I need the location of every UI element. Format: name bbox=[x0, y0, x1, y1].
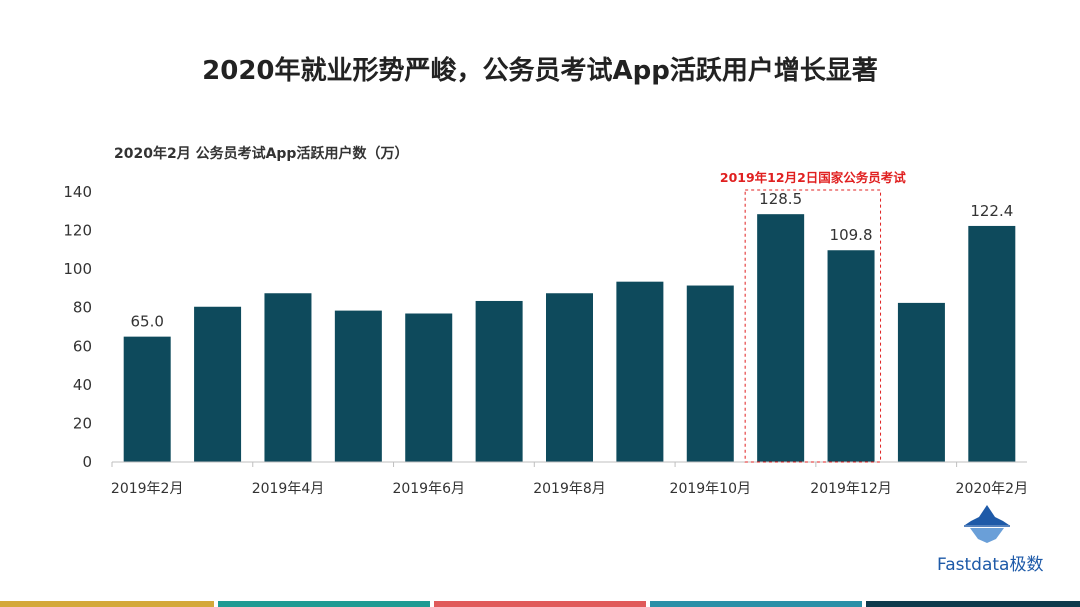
bar bbox=[405, 313, 453, 462]
y-tick-label: 140 bbox=[63, 183, 92, 201]
y-tick-label: 40 bbox=[73, 376, 92, 394]
stripe-3 bbox=[434, 601, 646, 607]
bar bbox=[686, 285, 734, 462]
bar bbox=[827, 250, 875, 462]
y-tick-label: 20 bbox=[73, 414, 92, 432]
bar bbox=[475, 300, 523, 462]
x-tick-label: 2019年2月 bbox=[111, 481, 184, 497]
x-tick-label: 2019年10月 bbox=[670, 481, 751, 497]
y-tick-label: 120 bbox=[63, 222, 92, 240]
x-tick-label: 2019年12月 bbox=[810, 481, 891, 497]
logo-text: Fastdata极数 bbox=[937, 555, 1044, 575]
bar bbox=[616, 281, 664, 462]
x-tick-label: 2019年8月 bbox=[533, 481, 606, 497]
x-tick-label: 2020年2月 bbox=[956, 481, 1029, 497]
iceberg-icon bbox=[964, 505, 1010, 543]
bar bbox=[194, 306, 242, 462]
stripe-5 bbox=[866, 601, 1080, 607]
x-tick-label: 2019年6月 bbox=[392, 481, 465, 497]
stripe-4 bbox=[650, 601, 862, 607]
bar bbox=[123, 336, 171, 462]
annotation-label: 2019年12月2日国家公务员考试 bbox=[720, 170, 906, 185]
data-label: 65.0 bbox=[130, 313, 163, 331]
bar bbox=[264, 293, 312, 462]
bar bbox=[968, 225, 1016, 462]
bar bbox=[757, 214, 805, 462]
y-tick-label: 60 bbox=[73, 337, 92, 355]
bar bbox=[897, 302, 945, 462]
bar bbox=[546, 293, 593, 462]
data-label: 128.5 bbox=[759, 190, 802, 208]
x-tick-label: 2019年4月 bbox=[252, 481, 325, 497]
y-tick-label: 80 bbox=[73, 299, 92, 317]
y-tick-label: 100 bbox=[63, 260, 92, 278]
chart-title: 2020年2月 公务员考试App活跃用户数（万） bbox=[114, 146, 409, 162]
data-label: 109.8 bbox=[830, 226, 873, 244]
fastdata-logo: Fastdata极数 bbox=[930, 503, 1050, 575]
y-tick-label: 0 bbox=[82, 453, 92, 471]
bottom-color-stripes bbox=[0, 601, 1080, 607]
page-title: 2020年就业形势严峻，公务员考试App活跃用户增长显著 bbox=[202, 56, 878, 86]
bar bbox=[334, 310, 382, 462]
stripe-2 bbox=[218, 601, 430, 607]
annotation-box bbox=[744, 189, 882, 463]
data-label: 122.4 bbox=[970, 202, 1013, 220]
stripe-1 bbox=[0, 601, 214, 607]
